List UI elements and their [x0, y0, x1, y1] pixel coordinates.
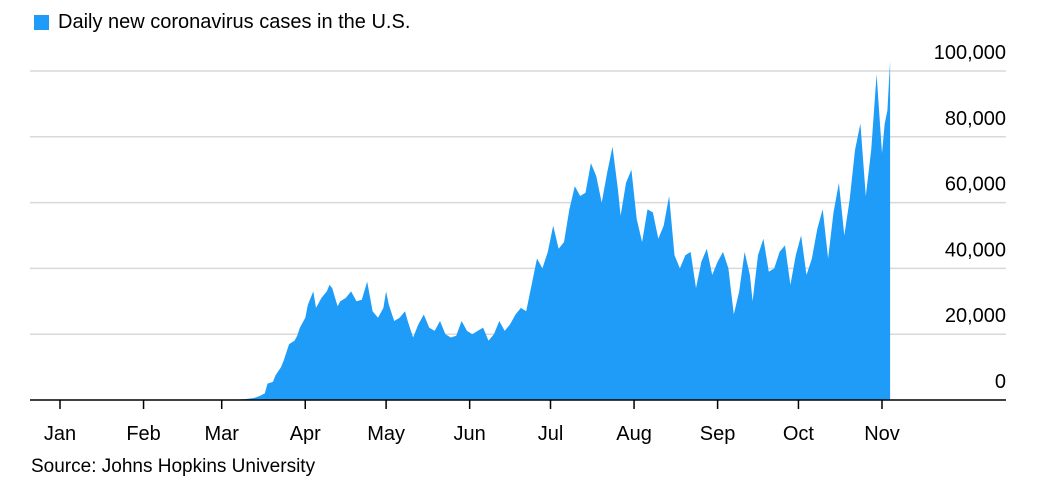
x-tick-label: May: [367, 423, 405, 445]
x-axis-labels: Jan Feb Mar Apr May Jun Jul Aug Sep Oct Nov: [44, 423, 900, 445]
legend-label: Daily new coronavirus cases in the U.S.: [58, 11, 411, 33]
x-tick-label: Feb: [126, 423, 160, 445]
x-tick-label: Sep: [700, 423, 736, 445]
plot-area: [116, 61, 891, 400]
legend-swatch: [34, 15, 49, 30]
source-note: Source: Johns Hopkins University: [31, 456, 316, 477]
y-tick-label: 20,000: [945, 305, 1006, 327]
x-axis: [30, 399, 1006, 409]
y-tick-label: 100,000: [934, 42, 1006, 64]
x-tick-label: Apr: [290, 423, 321, 445]
y-tick-label: 0: [995, 371, 1006, 393]
x-tick-label: Jul: [538, 423, 564, 445]
x-tick-label: Jan: [44, 423, 76, 445]
y-tick-label: 60,000: [945, 174, 1006, 196]
x-tick-label: Jun: [454, 423, 486, 445]
legend: Daily new coronavirus cases in the U.S.: [34, 11, 410, 34]
area-series: [116, 61, 891, 400]
x-tick-label: Oct: [783, 423, 815, 445]
y-axis-labels: 0 20,000 40,000 60,000 80,000 100,000: [934, 42, 1006, 393]
y-tick-label: 80,000: [945, 108, 1006, 130]
x-tick-label: Aug: [616, 423, 652, 445]
x-tick-label: Nov: [864, 423, 900, 445]
y-tick-label: 40,000: [945, 239, 1006, 261]
x-tick-label: Mar: [204, 423, 239, 445]
